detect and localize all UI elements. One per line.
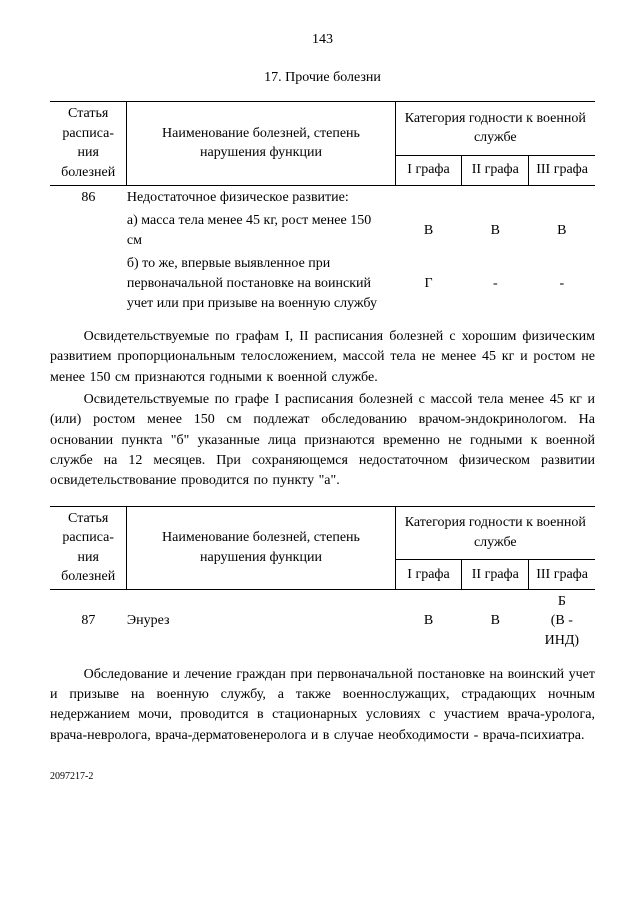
- article-num: 86: [50, 185, 127, 209]
- article-num: 87: [50, 589, 127, 652]
- disease-title: Энурез: [127, 589, 395, 652]
- row-a-g3: В: [529, 209, 595, 252]
- t2-g1: В: [395, 589, 462, 652]
- col-sub-2: II графа: [462, 155, 529, 185]
- t2-g3: Б (В - ИНД): [529, 589, 595, 652]
- col-sub-1: I графа: [395, 560, 462, 590]
- row-a-g2: В: [462, 209, 529, 252]
- col-sub-1: I графа: [395, 155, 462, 185]
- col-sub-2: II графа: [462, 560, 529, 590]
- col-category: Категория годности к военной службе: [395, 506, 595, 560]
- paragraph-3: Обследование и лечение граждан при перво…: [50, 665, 595, 746]
- table-2: Статья расписа-ния болезней Наименование…: [50, 506, 595, 653]
- section-title: 17. Прочие болезни: [50, 68, 595, 88]
- footer-code: 2097217-2: [50, 770, 595, 784]
- col-sub-3: III графа: [529, 560, 595, 590]
- paragraph-1: Освидетельствуемые по графам I, II распи…: [50, 327, 595, 388]
- col-article: Статья расписа-ния болезней: [50, 102, 127, 185]
- col-name: Наименование болезней, степень нарушения…: [127, 506, 395, 589]
- row-a-g1: В: [395, 209, 462, 252]
- row-b-g2: -: [462, 252, 529, 315]
- row-b-g3: -: [529, 252, 595, 315]
- disease-title: Недостаточное физическое развитие:: [127, 185, 395, 209]
- table-1: Статья расписа-ния болезней Наименование…: [50, 101, 595, 315]
- row-a-text: а) масса тела менее 45 кг, рост менее 15…: [127, 209, 395, 252]
- col-category: Категория годности к военной службе: [395, 102, 595, 156]
- page-number: 143: [50, 30, 595, 50]
- row-b-g1: Г: [395, 252, 462, 315]
- col-sub-3: III графа: [529, 155, 595, 185]
- row-b-text: б) то же, впервые выявленное при первона…: [127, 252, 395, 315]
- t2-g2: В: [462, 589, 529, 652]
- col-article: Статья расписа-ния болезней: [50, 506, 127, 589]
- t2-g3-note: (В - ИНД): [545, 613, 579, 648]
- col-name: Наименование болезней, степень нарушения…: [127, 102, 395, 185]
- paragraph-2: Освидетельствуемые по графе I расписания…: [50, 390, 595, 491]
